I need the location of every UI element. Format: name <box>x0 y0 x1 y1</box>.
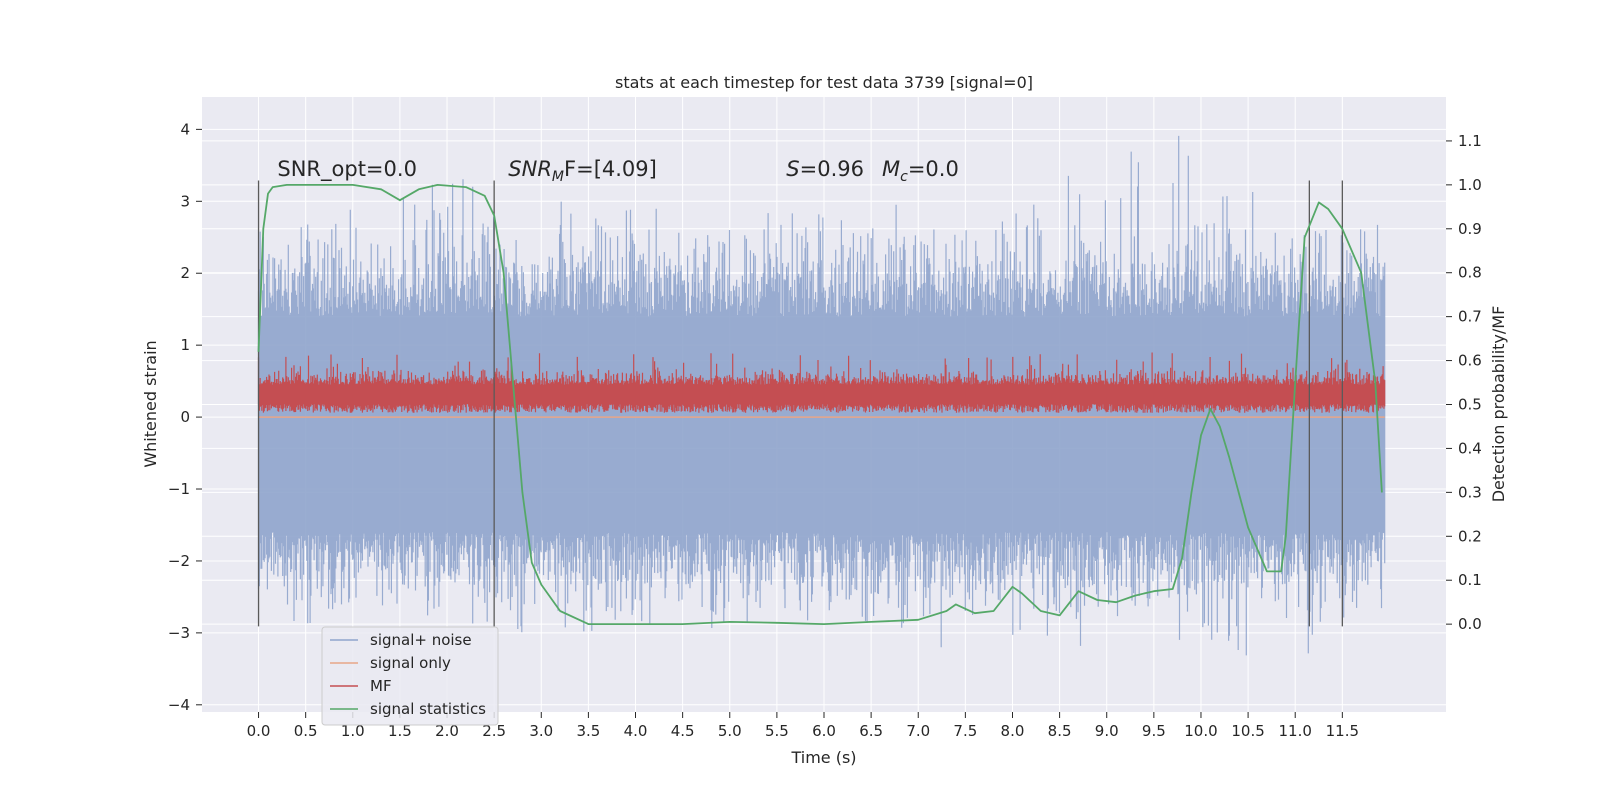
x-tick-label: 2.0 <box>435 722 459 740</box>
annotation-snr-mf: SNRMF=[4.09] <box>508 157 657 185</box>
y-left-tick-label: 4 <box>180 120 190 138</box>
legend-entry-signal-noise: signal+ noise <box>330 631 472 649</box>
y-left-tick-label: 1 <box>180 336 190 354</box>
y-right-tick-label: 0.6 <box>1458 352 1482 370</box>
annotation-s-mc: S=0.96 Mc=0.0 <box>786 157 959 185</box>
x-tick-label: 10.0 <box>1184 722 1217 740</box>
annotation-mc-label: M <box>882 157 900 181</box>
annotation-snr-mf-sub: M <box>552 169 564 185</box>
x-tick-label: 9.0 <box>1095 722 1119 740</box>
x-tick-label: 7.0 <box>906 722 930 740</box>
legend-label-signal-noise: signal+ noise <box>370 631 472 649</box>
y-right-tick-label: 0.4 <box>1458 439 1482 457</box>
x-tick-label: 10.5 <box>1231 722 1264 740</box>
x-tick-label: 11.0 <box>1279 722 1312 740</box>
x-tick-label: 1.5 <box>388 722 412 740</box>
annotation-s-value: =0.96 <box>800 157 864 181</box>
x-tick-label: 11.5 <box>1326 722 1359 740</box>
legend-label-signal-only: signal only <box>370 654 451 672</box>
y-right-tick-label: 0.3 <box>1458 483 1482 501</box>
right-y-axis: 1.1 1.0 0.9 0.8 0.7 0.6 0.5 0.4 0.3 0.2 0.1 0.0 <box>1446 132 1482 633</box>
x-tick-label: 5.5 <box>765 722 789 740</box>
legend-entry-signal-only: signal only <box>330 654 451 672</box>
annotation-snr-opt: SNR_opt=0.0 <box>277 157 417 182</box>
annotations: SNR_opt=0.0 SNRMF=[4.09] S=0.96 Mc=0.0 <box>277 157 958 185</box>
y-right-tick-label: 0.2 <box>1458 527 1482 545</box>
y-right-tick-label: 0.1 <box>1458 571 1482 589</box>
legend-label-mf: MF <box>370 677 392 695</box>
x-tick-label: 2.5 <box>482 722 506 740</box>
x-tick-label: 0.0 <box>247 722 271 740</box>
x-tick-label: 4.0 <box>624 722 648 740</box>
x-tick-label: 0.5 <box>294 722 318 740</box>
y-left-tick-label: 0 <box>180 408 190 426</box>
y-right-tick-label: 0.7 <box>1458 308 1482 326</box>
x-tick-label: 6.0 <box>812 722 836 740</box>
x-tick-label: 9.5 <box>1142 722 1166 740</box>
y-axis-right-label: Detection probability/MF <box>1489 306 1508 503</box>
annotation-mc-sub: c <box>900 169 908 185</box>
left-y-axis: 4 3 2 1 0 −1 −2 −3 −4 <box>168 120 202 714</box>
x-tick-label: 8.5 <box>1048 722 1072 740</box>
y-left-tick-label: −4 <box>168 696 190 714</box>
y-right-tick-label: 0.5 <box>1458 396 1482 414</box>
signal-statistics-line <box>257 183 1383 625</box>
x-axis-label: Time (s) <box>790 748 856 767</box>
x-tick-label: 3.5 <box>576 722 600 740</box>
y-right-tick-label: 1.1 <box>1458 132 1482 150</box>
x-tick-label: 3.0 <box>529 722 553 740</box>
x-tick-label: 6.5 <box>859 722 883 740</box>
x-tick-label: 7.5 <box>953 722 977 740</box>
y-left-tick-label: −2 <box>168 552 190 570</box>
legend-label-signal-statistics: signal statistics <box>370 700 486 718</box>
annotation-snr-mf-label: SNR <box>508 157 552 181</box>
chart-title: stats at each timestep for test data 373… <box>615 73 1033 92</box>
annotation-mc-value: =0.0 <box>908 157 959 181</box>
legend-box <box>321 626 499 726</box>
y-right-tick-label: 1.0 <box>1458 176 1482 194</box>
annotation-s-label: S <box>786 157 799 181</box>
legend-entry-signal-statistics: signal statistics <box>330 700 486 718</box>
y-axis-left-label: Whitened strain <box>141 340 160 467</box>
x-tick-label: 8.0 <box>1001 722 1025 740</box>
legend: signal+ noise signal only MF signal stat… <box>321 626 499 726</box>
x-tick-label: 4.5 <box>671 722 695 740</box>
y-right-tick-label: 0.9 <box>1458 220 1482 238</box>
y-right-tick-label: 0.0 <box>1458 615 1482 633</box>
x-tick-label: 5.0 <box>718 722 742 740</box>
x-axis: 0.0 0.5 1.0 1.5 2.0 2.5 3.0 3.5 4.0 4.5 5.0 5.5 6.0 6… <box>247 712 1359 740</box>
vertical-markers <box>257 180 1343 627</box>
signal-statistics-series <box>257 183 1383 625</box>
y-left-tick-label: −1 <box>168 480 190 498</box>
legend-entry-mf: MF <box>330 677 392 695</box>
y-left-tick-label: −3 <box>168 624 190 642</box>
y-right-tick-label: 0.8 <box>1458 264 1482 282</box>
y-left-tick-label: 3 <box>180 192 190 210</box>
x-tick-label: 1.0 <box>341 722 365 740</box>
annotation-snr-mf-value: F=[4.09] <box>564 157 657 181</box>
y-left-tick-label: 2 <box>180 264 190 282</box>
